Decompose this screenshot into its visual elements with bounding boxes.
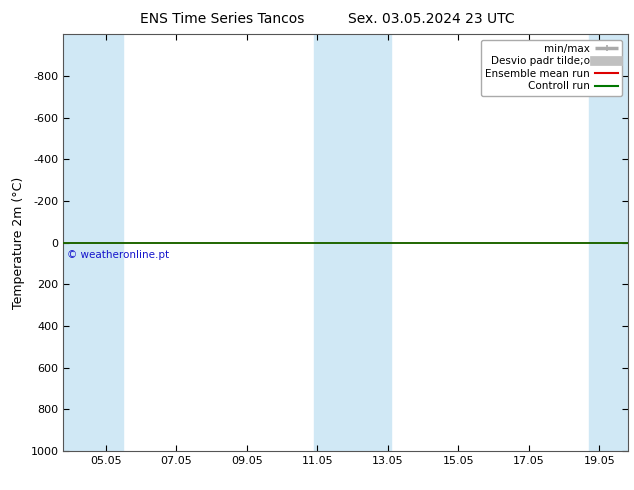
Text: ENS Time Series Tancos: ENS Time Series Tancos — [139, 12, 304, 26]
Legend: min/max, Desvio padr tilde;o, Ensemble mean run, Controll run: min/max, Desvio padr tilde;o, Ensemble m… — [481, 40, 623, 96]
Bar — [589, 34, 628, 451]
Y-axis label: Temperature 2m (°C): Temperature 2m (°C) — [12, 176, 25, 309]
Bar — [63, 34, 124, 451]
Bar — [314, 34, 391, 451]
Text: Sex. 03.05.2024 23 UTC: Sex. 03.05.2024 23 UTC — [348, 12, 514, 26]
Text: © weatheronline.pt: © weatheronline.pt — [67, 250, 169, 260]
